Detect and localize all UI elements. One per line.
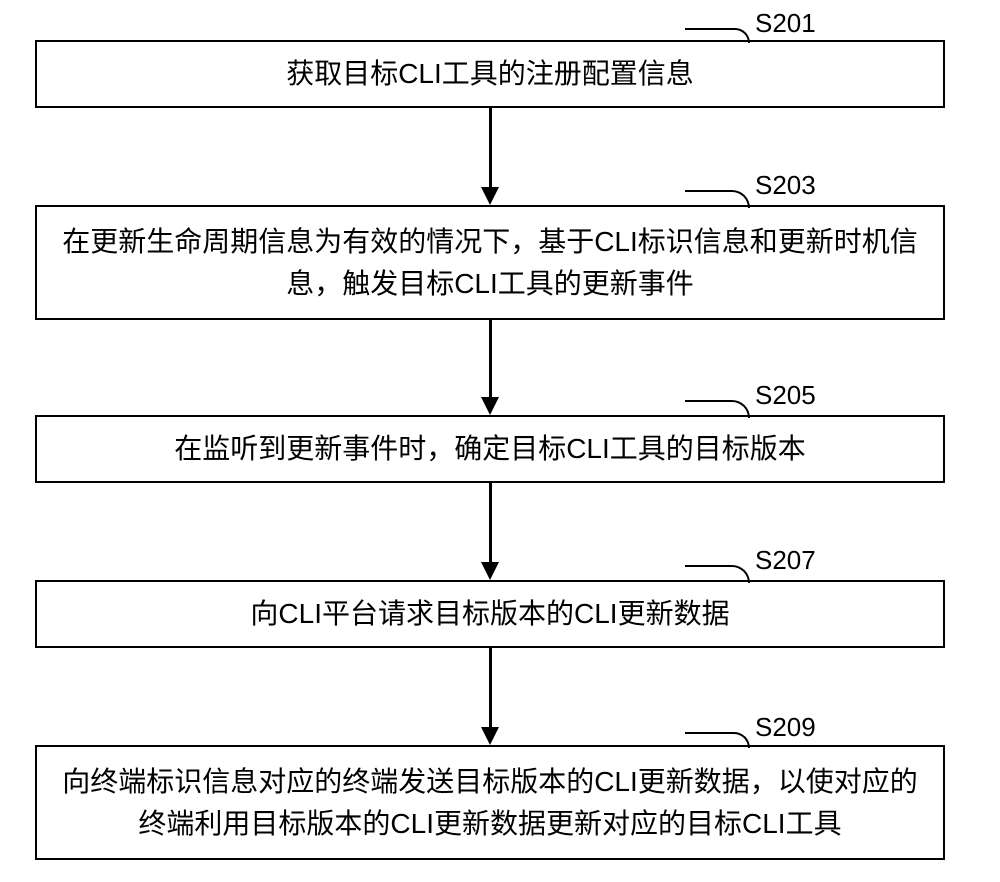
callout-line (685, 732, 750, 748)
callout-line (685, 565, 750, 583)
arrow-line (489, 108, 492, 187)
flow-step-text: 获取目标CLI工具的注册配置信息 (286, 53, 694, 95)
flow-step-text: 在监听到更新事件时，确定目标CLI工具的目标版本 (174, 428, 806, 470)
arrow-line (489, 320, 492, 397)
flow-step-s207: 向CLI平台请求目标版本的CLI更新数据 (35, 580, 945, 648)
callout-line (685, 28, 750, 43)
flow-step-s205: 在监听到更新事件时，确定目标CLI工具的目标版本 (35, 415, 945, 483)
step-label-s203: S203 (755, 170, 816, 201)
arrow-head-icon (481, 562, 499, 580)
step-label-s205: S205 (755, 380, 816, 411)
flow-step-text: 向CLI平台请求目标版本的CLI更新数据 (250, 593, 729, 635)
step-label-s201: S201 (755, 8, 816, 39)
flow-step-s201: 获取目标CLI工具的注册配置信息 (35, 40, 945, 108)
arrow-head-icon (481, 187, 499, 205)
callout-line (685, 190, 750, 208)
arrow-line (489, 483, 492, 562)
arrow-head-icon (481, 727, 499, 745)
flow-step-s203: 在更新生命周期信息为有效的情况下，基于CLI标识信息和更新时机信息，触发目标CL… (35, 205, 945, 320)
step-label-s209: S209 (755, 712, 816, 743)
flow-step-text: 向终端标识信息对应的终端发送目标版本的CLI更新数据，以使对应的终端利用目标版本… (57, 761, 923, 845)
callout-line (685, 400, 750, 418)
arrow-head-icon (481, 397, 499, 415)
flowchart: 获取目标CLI工具的注册配置信息 S201 在更新生命周期信息为有效的情况下，基于C… (0, 0, 1000, 882)
flow-step-s209: 向终端标识信息对应的终端发送目标版本的CLI更新数据，以使对应的终端利用目标版本… (35, 745, 945, 860)
arrow-line (489, 648, 492, 727)
flow-step-text: 在更新生命周期信息为有效的情况下，基于CLI标识信息和更新时机信息，触发目标CL… (57, 221, 923, 305)
step-label-s207: S207 (755, 545, 816, 576)
